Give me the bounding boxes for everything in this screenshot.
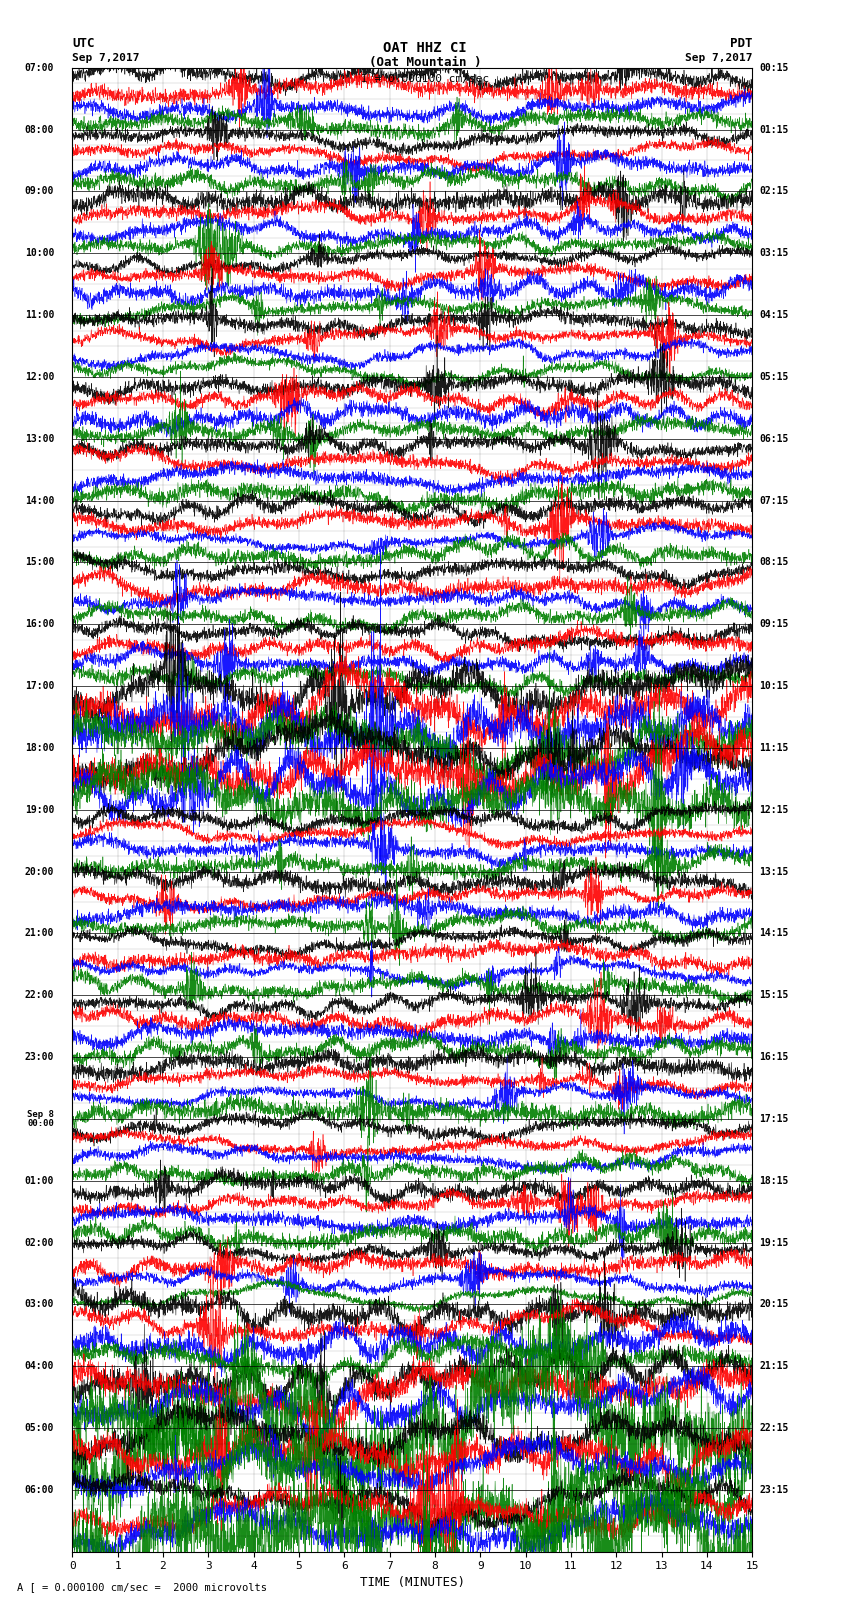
- Text: 09:00: 09:00: [25, 187, 54, 197]
- Text: 18:15: 18:15: [759, 1176, 789, 1186]
- Text: 04:15: 04:15: [759, 310, 789, 319]
- Text: 13:15: 13:15: [759, 866, 789, 876]
- Text: 02:15: 02:15: [759, 187, 789, 197]
- Text: 07:00: 07:00: [25, 63, 54, 73]
- Text: 05:15: 05:15: [759, 373, 789, 382]
- Text: A [ = 0.000100 cm/sec =  2000 microvolts: A [ = 0.000100 cm/sec = 2000 microvolts: [17, 1582, 267, 1592]
- Text: 05:00: 05:00: [25, 1423, 54, 1432]
- Text: 11:15: 11:15: [759, 744, 789, 753]
- Text: 00:15: 00:15: [759, 63, 789, 73]
- Text: 08:00: 08:00: [25, 124, 54, 134]
- Text: Sep 7,2017: Sep 7,2017: [72, 53, 139, 63]
- Text: I = 0.000100 cm/sec: I = 0.000100 cm/sec: [361, 74, 489, 84]
- Text: 15:15: 15:15: [759, 990, 789, 1000]
- Text: 10:15: 10:15: [759, 681, 789, 690]
- Text: 21:00: 21:00: [25, 929, 54, 939]
- Text: 19:00: 19:00: [25, 805, 54, 815]
- Text: 11:00: 11:00: [25, 310, 54, 319]
- Text: 16:15: 16:15: [759, 1052, 789, 1061]
- Text: 22:15: 22:15: [759, 1423, 789, 1432]
- Text: 19:15: 19:15: [759, 1237, 789, 1247]
- Text: 03:15: 03:15: [759, 248, 789, 258]
- Text: OAT HHZ CI: OAT HHZ CI: [383, 42, 467, 55]
- Text: 20:15: 20:15: [759, 1300, 789, 1310]
- Text: 12:15: 12:15: [759, 805, 789, 815]
- Text: 07:15: 07:15: [759, 495, 789, 505]
- Text: 17:15: 17:15: [759, 1115, 789, 1124]
- Text: 01:15: 01:15: [759, 124, 789, 134]
- Text: 21:15: 21:15: [759, 1361, 789, 1371]
- Text: 00:00: 00:00: [27, 1119, 54, 1127]
- Text: (Oat Mountain ): (Oat Mountain ): [369, 56, 481, 69]
- Text: 15:00: 15:00: [25, 558, 54, 568]
- Text: 02:00: 02:00: [25, 1237, 54, 1247]
- Text: 03:00: 03:00: [25, 1300, 54, 1310]
- Text: 06:00: 06:00: [25, 1486, 54, 1495]
- Text: 08:15: 08:15: [759, 558, 789, 568]
- Text: 04:00: 04:00: [25, 1361, 54, 1371]
- Text: UTC: UTC: [72, 37, 94, 50]
- Text: 09:15: 09:15: [759, 619, 789, 629]
- Text: 20:00: 20:00: [25, 866, 54, 876]
- Text: 18:00: 18:00: [25, 744, 54, 753]
- Text: 14:00: 14:00: [25, 495, 54, 505]
- Text: 14:15: 14:15: [759, 929, 789, 939]
- Text: 06:15: 06:15: [759, 434, 789, 444]
- Text: 13:00: 13:00: [25, 434, 54, 444]
- Text: 23:00: 23:00: [25, 1052, 54, 1061]
- Text: 22:00: 22:00: [25, 990, 54, 1000]
- Text: 16:00: 16:00: [25, 619, 54, 629]
- Text: PDT: PDT: [730, 37, 752, 50]
- Text: Sep 8: Sep 8: [27, 1110, 54, 1119]
- Text: 12:00: 12:00: [25, 373, 54, 382]
- Text: 01:00: 01:00: [25, 1176, 54, 1186]
- Text: Sep 7,2017: Sep 7,2017: [685, 53, 752, 63]
- Text: 10:00: 10:00: [25, 248, 54, 258]
- Text: 23:15: 23:15: [759, 1486, 789, 1495]
- Text: 17:00: 17:00: [25, 681, 54, 690]
- X-axis label: TIME (MINUTES): TIME (MINUTES): [360, 1576, 465, 1589]
